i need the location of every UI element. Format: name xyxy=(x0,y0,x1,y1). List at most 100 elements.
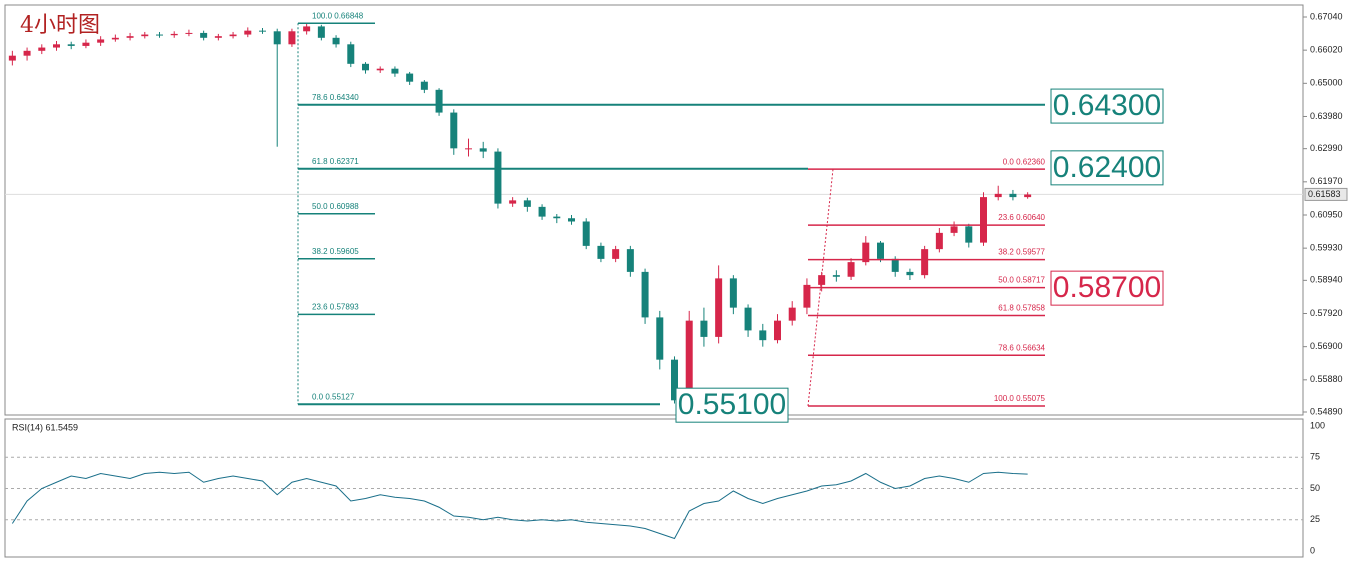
candle-body xyxy=(788,307,796,321)
fib-label: 0.0 0.55127 xyxy=(312,392,355,401)
candle-body xyxy=(538,206,546,217)
candle-body xyxy=(67,44,75,46)
candle-body xyxy=(803,284,811,308)
candle-body xyxy=(906,271,914,276)
candle-body xyxy=(685,320,693,401)
candle-body xyxy=(641,271,649,318)
candle-body xyxy=(214,36,222,38)
y-tick-label: 0.66020 xyxy=(1310,45,1343,55)
candle-body xyxy=(832,275,840,277)
y-tick-label: 0.58940 xyxy=(1310,275,1343,285)
candle-body xyxy=(597,245,605,259)
candle-body xyxy=(185,32,193,34)
candle-body xyxy=(97,39,105,43)
fib-label: 78.6 0.56634 xyxy=(998,343,1045,352)
candle-body xyxy=(1009,193,1017,198)
candle-body xyxy=(362,63,369,71)
candle-body xyxy=(774,320,781,341)
candle-body xyxy=(288,31,296,45)
candle-body xyxy=(494,151,502,204)
candle-body xyxy=(38,47,46,51)
fib-label: 0.0 0.62360 xyxy=(1003,157,1046,166)
y-tick-label: 0.55880 xyxy=(1310,374,1343,384)
price-frame xyxy=(4,4,1304,416)
callout-box xyxy=(675,387,789,423)
candle-body xyxy=(406,73,414,82)
fib-label: 50.0 0.60988 xyxy=(312,202,359,211)
y-tick-label: 25 xyxy=(1310,514,1320,524)
fib-label: 23.6 0.57893 xyxy=(312,302,359,311)
callout-box xyxy=(1050,150,1164,186)
callout-label: 0.58700 xyxy=(1053,271,1161,304)
candle-body xyxy=(877,242,884,259)
candle-body xyxy=(420,81,428,90)
candle-body xyxy=(1024,194,1032,198)
fib-label: 38.2 0.59577 xyxy=(998,248,1045,257)
candle-body xyxy=(862,242,870,263)
candle-body xyxy=(391,68,399,74)
y-tick-label: 0.62990 xyxy=(1310,143,1343,153)
candle-body xyxy=(8,55,16,61)
candle-body xyxy=(273,31,281,45)
candle-body xyxy=(759,330,767,341)
candle-body xyxy=(582,221,590,246)
y-tick-label: 0.56900 xyxy=(1310,341,1343,351)
y-tick-label: 0.57920 xyxy=(1310,308,1343,318)
current-price-box xyxy=(1304,187,1348,201)
candle-body xyxy=(156,34,163,36)
candle-body xyxy=(729,278,737,308)
candle-body xyxy=(332,37,340,45)
callout-label: 0.55100 xyxy=(678,388,786,421)
candle-body xyxy=(818,275,826,285)
callout-box xyxy=(1050,88,1164,124)
candle-body xyxy=(229,34,237,37)
callout-label: 0.64300 xyxy=(1053,89,1161,122)
chart-title: 4小时图 xyxy=(20,13,100,38)
candle-body xyxy=(376,68,384,71)
y-tick-label: 0 xyxy=(1310,545,1315,555)
candle-body xyxy=(671,359,678,401)
candle-body xyxy=(935,232,943,250)
candle-body xyxy=(994,193,1002,198)
candle-body xyxy=(612,249,620,259)
callout-box xyxy=(1050,270,1164,306)
y-tick-label: 0.67040 xyxy=(1310,11,1343,21)
fib-label: 100.0 0.66848 xyxy=(312,11,364,20)
candle-body xyxy=(23,50,31,56)
candle-body xyxy=(479,148,487,152)
candle-body xyxy=(568,218,575,222)
candle-body xyxy=(450,112,458,149)
candle-body xyxy=(126,36,134,38)
y-tick-label: 50 xyxy=(1310,483,1320,493)
fib-label: 61.8 0.62371 xyxy=(312,157,359,166)
current-price-label: 0.61583 xyxy=(1308,189,1341,199)
y-tick-label: 0.61970 xyxy=(1310,176,1343,186)
candle-body xyxy=(847,262,855,277)
candle-body xyxy=(82,42,90,46)
y-tick-label: 75 xyxy=(1310,452,1320,462)
candle-body xyxy=(980,197,987,243)
candle-body xyxy=(317,26,325,38)
y-tick-label: 0.63980 xyxy=(1310,111,1343,121)
candle-body xyxy=(950,226,958,233)
candle-body xyxy=(53,44,60,48)
candle-body xyxy=(553,216,561,219)
candle-body xyxy=(523,200,531,207)
candle-body xyxy=(921,249,929,276)
candle-body xyxy=(347,44,355,64)
fib-label: 61.8 0.57858 xyxy=(998,304,1045,313)
candle-body xyxy=(111,37,119,40)
candle-body xyxy=(700,320,708,337)
fib-label: 23.6 0.60640 xyxy=(998,213,1045,222)
candle-body xyxy=(170,33,178,36)
fib-label: 50.0 0.58717 xyxy=(998,276,1045,285)
candle-body xyxy=(141,34,149,37)
y-tick-label: 0.54890 xyxy=(1310,406,1343,416)
candle-body xyxy=(259,30,266,32)
candle-body xyxy=(656,317,664,360)
fib-label: 78.6 0.64340 xyxy=(312,93,359,102)
fib-label: 38.2 0.59605 xyxy=(312,247,359,256)
candle-body xyxy=(465,148,472,150)
